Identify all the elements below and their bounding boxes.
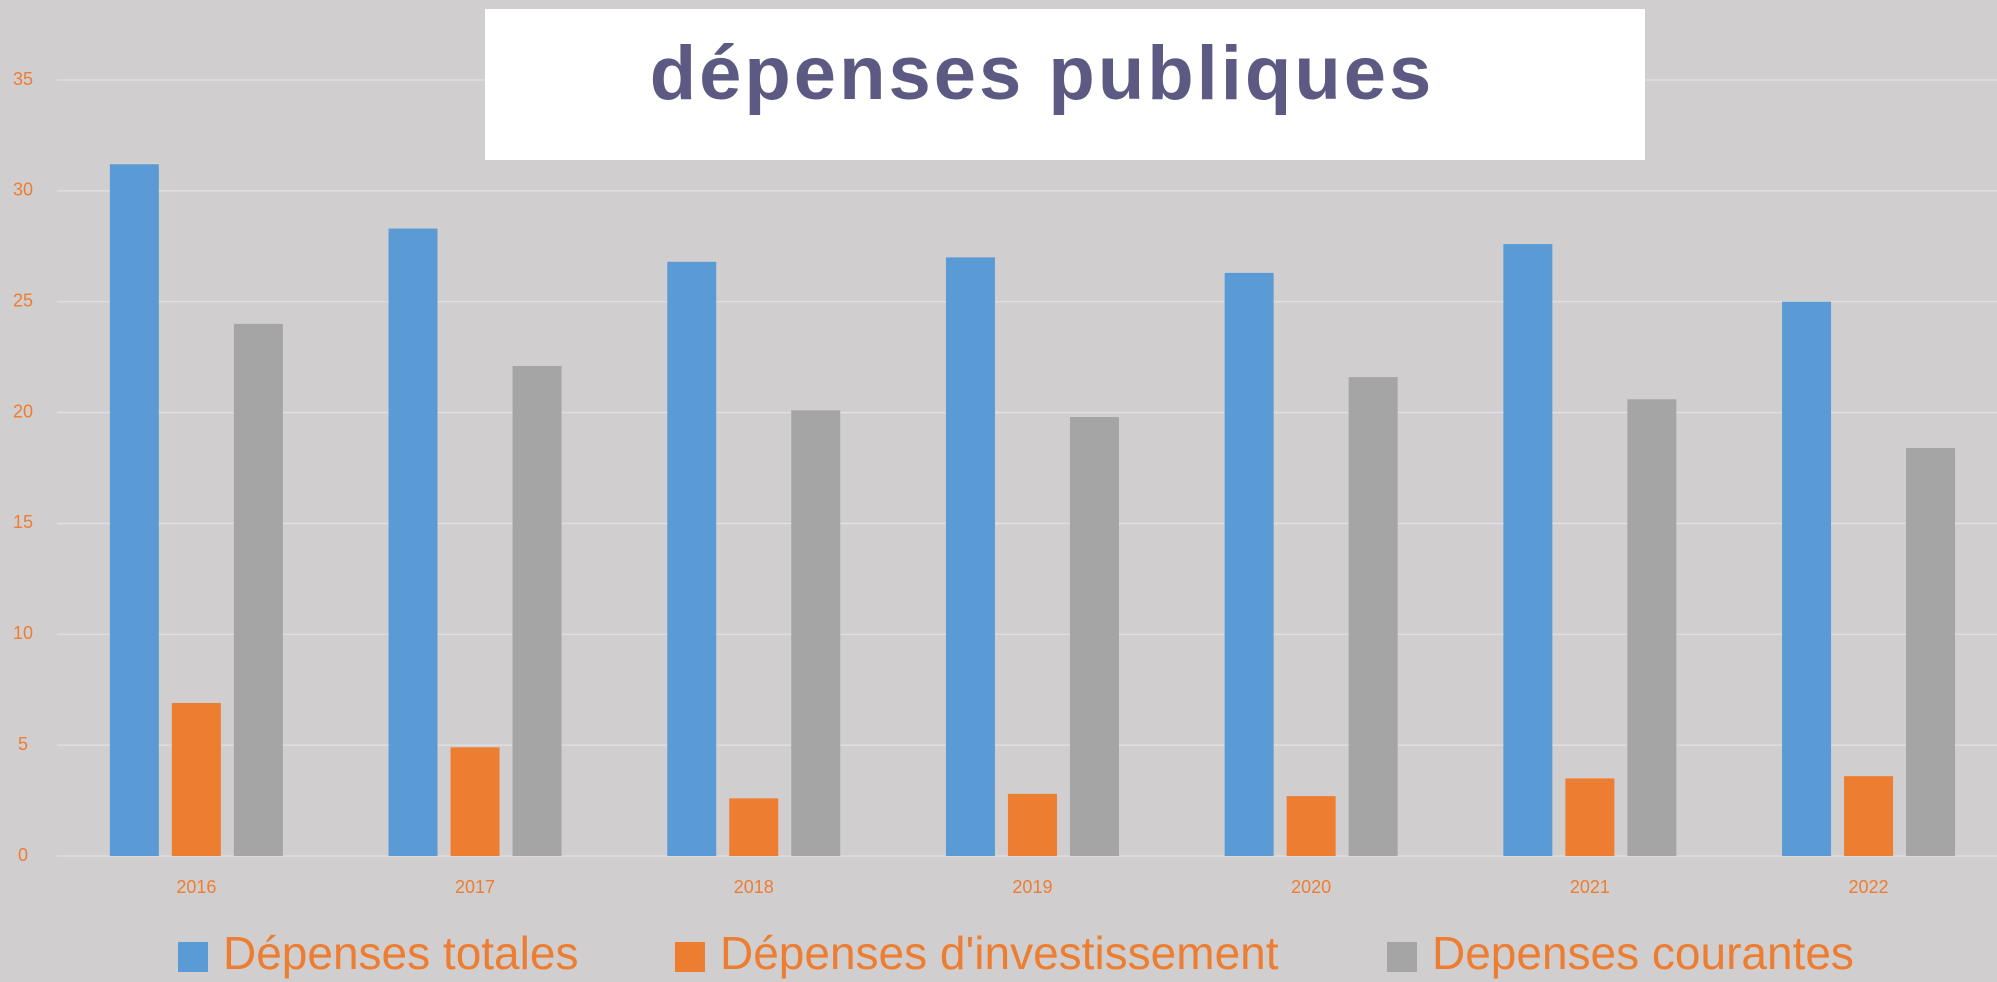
legend-label: Dépenses totales (223, 927, 578, 979)
y-tick-label: 35 (13, 69, 33, 89)
y-tick-label: 0 (18, 845, 28, 865)
bar (450, 747, 500, 856)
legend-swatch (675, 942, 705, 972)
bar (1007, 793, 1057, 856)
bar (1782, 301, 1832, 856)
x-tick-label: 2018 (734, 877, 774, 897)
x-tick-label: 2017 (455, 877, 495, 897)
bar (729, 798, 779, 856)
bar (171, 703, 221, 856)
legend-label: Dépenses d'investissement (720, 927, 1279, 979)
y-tick-label: 20 (13, 401, 33, 421)
bar (1224, 272, 1274, 856)
bar (233, 323, 283, 856)
bar (791, 410, 841, 856)
legend-label: Depenses courantes (1432, 927, 1854, 979)
bar (109, 164, 159, 856)
bar (1069, 417, 1119, 856)
bar (512, 366, 562, 856)
y-tick-label: 25 (13, 290, 33, 310)
y-tick-label: 10 (13, 623, 33, 643)
legend-swatch (178, 942, 208, 972)
y-tick-label: 30 (13, 180, 33, 200)
x-tick-label: 2016 (176, 877, 216, 897)
bar (1844, 776, 1894, 856)
bar (1565, 778, 1615, 856)
x-tick-label: 2020 (1291, 877, 1331, 897)
x-tick-label: 2019 (1012, 877, 1052, 897)
title-box (485, 9, 1645, 160)
chart-title: dépenses publiques (650, 31, 1435, 116)
bar (945, 257, 995, 856)
bar (1906, 448, 1956, 856)
bar (1348, 377, 1398, 856)
bar (667, 261, 717, 856)
bar (1627, 399, 1677, 856)
bar (388, 228, 438, 856)
x-tick-label: 2021 (1570, 877, 1610, 897)
bar (1503, 244, 1553, 856)
bar (1286, 796, 1336, 856)
y-tick-label: 15 (13, 512, 33, 532)
y-tick-label: 5 (18, 734, 28, 754)
x-tick-label: 2022 (1849, 877, 1889, 897)
legend-swatch (1387, 942, 1417, 972)
